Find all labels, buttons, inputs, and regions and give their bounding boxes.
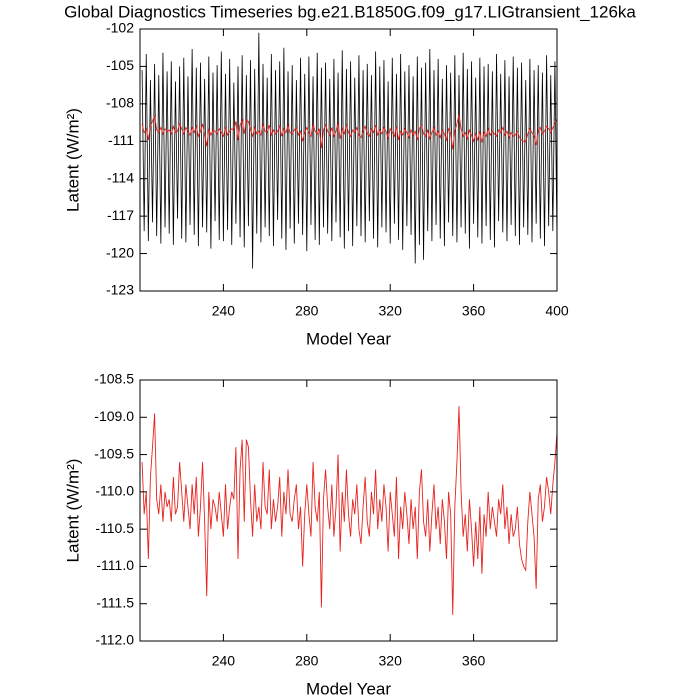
y-tick-label: -109.0 bbox=[94, 408, 134, 424]
y-tick-label: -105 bbox=[106, 57, 134, 73]
y-tick-label: -109.5 bbox=[94, 445, 134, 461]
x-axis-title: Model Year bbox=[306, 679, 391, 698]
x-tick-label: 360 bbox=[462, 653, 486, 669]
y-tick-label: -110.5 bbox=[95, 520, 134, 536]
y-axis-title: Latent (W/m²) bbox=[63, 108, 82, 212]
series-line bbox=[141, 114, 558, 150]
x-tick-label: 240 bbox=[212, 653, 236, 669]
x-tick-label: 320 bbox=[379, 653, 403, 669]
series-line bbox=[141, 32, 558, 269]
y-tick-label: -111.0 bbox=[96, 557, 134, 573]
x-tick-label: 280 bbox=[295, 653, 319, 669]
y-tick-label: -120 bbox=[106, 244, 134, 260]
y-tick-label: -108.5 bbox=[94, 371, 134, 387]
y-tick-label: -114 bbox=[107, 169, 134, 185]
x-tick-label: 280 bbox=[295, 303, 319, 319]
y-tick-label: -112.0 bbox=[95, 632, 134, 648]
y-tick-label: -110.0 bbox=[95, 483, 134, 499]
chart-title: Global Diagnostics Timeseries bg.e21.B18… bbox=[64, 2, 636, 21]
plot-frame bbox=[139, 28, 558, 292]
x-tick-label: 400 bbox=[545, 303, 569, 319]
x-tick-label: 320 bbox=[379, 303, 403, 319]
y-tick-label: -102 bbox=[106, 20, 134, 36]
plot-frame bbox=[139, 379, 558, 642]
x-tick-label: 240 bbox=[212, 303, 236, 319]
y-tick-label: -123 bbox=[106, 282, 134, 298]
y-tick-label: -111.5 bbox=[96, 594, 134, 610]
x-axis-title: Model Year bbox=[306, 329, 391, 348]
y-tick-label: -111 bbox=[108, 132, 134, 148]
y-axis-title: Latent (W/m²) bbox=[63, 459, 82, 563]
x-tick-label: 360 bbox=[462, 303, 486, 319]
y-tick-label: -117 bbox=[107, 207, 134, 223]
series-line bbox=[141, 406, 558, 615]
y-tick-label: -108 bbox=[106, 95, 134, 111]
